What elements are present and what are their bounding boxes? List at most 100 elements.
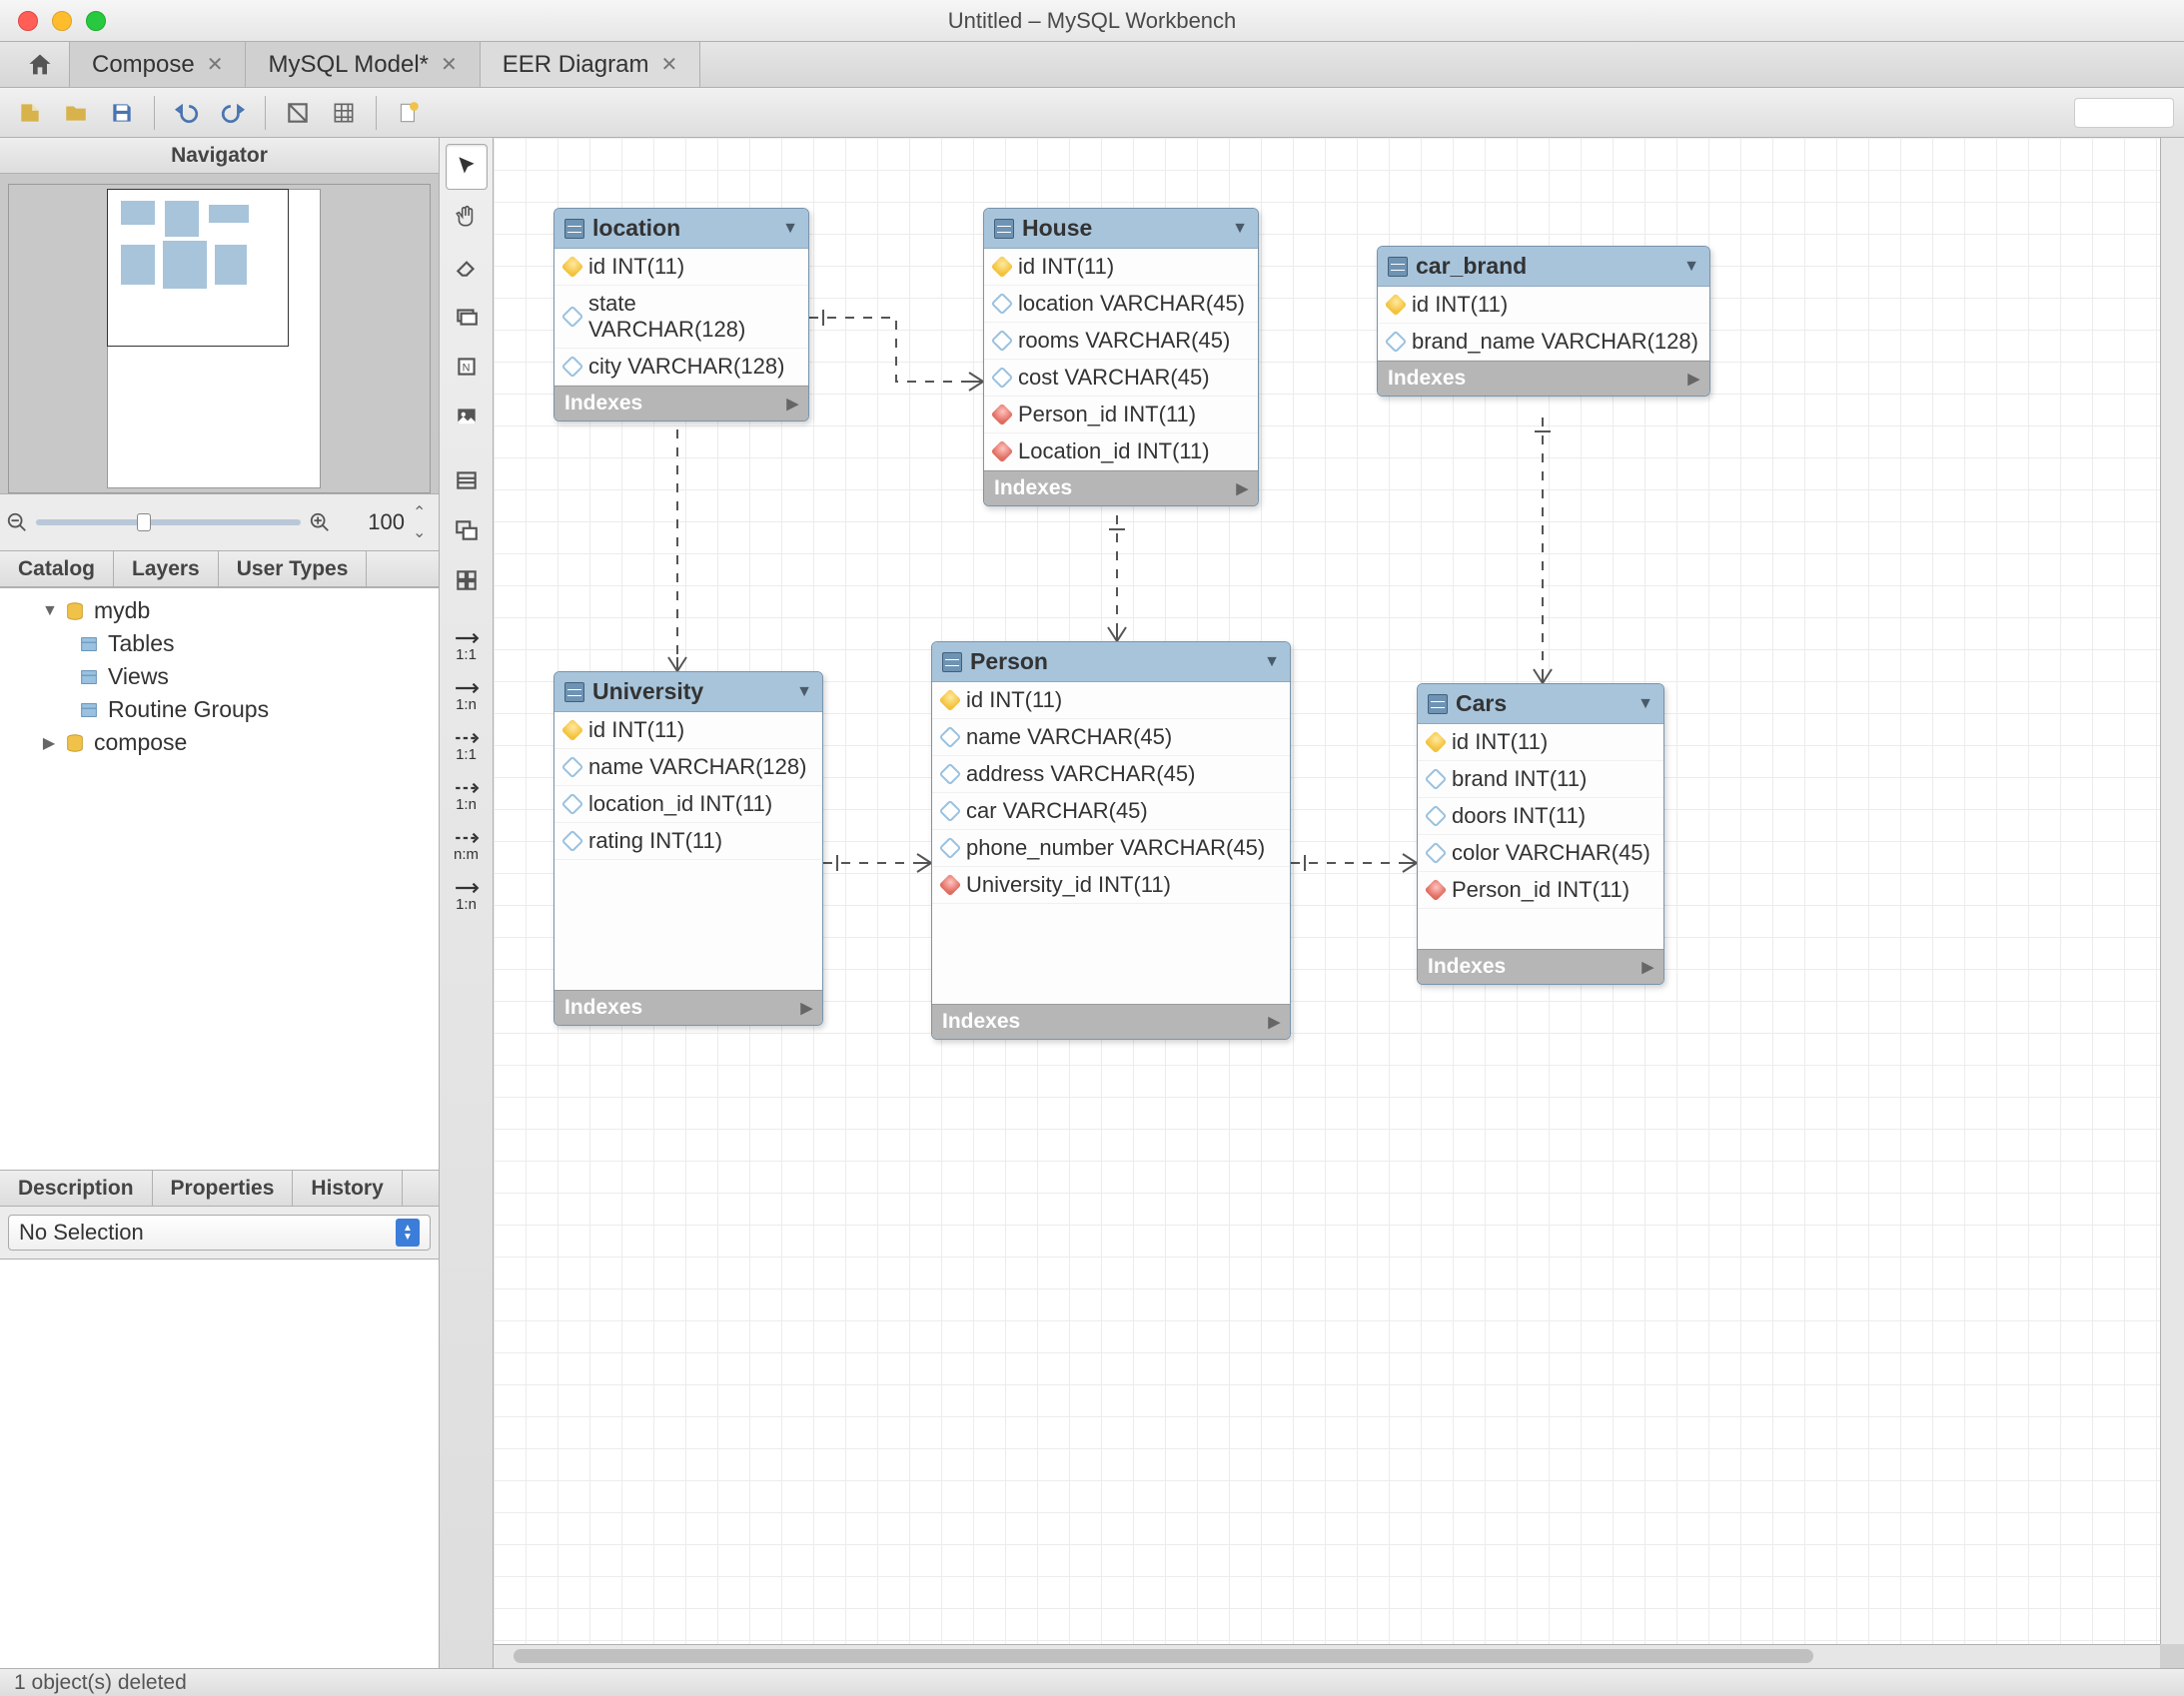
entity-column[interactable]: id INT(11) bbox=[932, 682, 1290, 719]
navigator-tab[interactable]: Navigator bbox=[153, 138, 286, 173]
entity-column[interactable]: location VARCHAR(45) bbox=[984, 286, 1258, 323]
relation-tool-n-m[interactable]: n:m bbox=[446, 821, 488, 867]
entity-column[interactable]: Person_id INT(11) bbox=[984, 397, 1258, 433]
selection-dropdown[interactable]: No Selection ▲▼ bbox=[8, 1215, 431, 1251]
history-tab[interactable]: History bbox=[293, 1171, 402, 1206]
undo-button[interactable] bbox=[167, 95, 207, 131]
entity-column[interactable]: location_id INT(11) bbox=[554, 786, 822, 823]
properties-tab[interactable]: Properties bbox=[153, 1171, 294, 1206]
entity-column[interactable]: Person_id INT(11) bbox=[1418, 872, 1663, 909]
workspace-tab[interactable]: EER Diagram✕ bbox=[481, 42, 700, 87]
tree-item-row[interactable]: Tables bbox=[0, 627, 439, 660]
entity-column[interactable]: id INT(11) bbox=[554, 249, 808, 286]
zoom-stepper[interactable]: ⌃⌄ bbox=[413, 502, 433, 542]
description-tab[interactable]: Description bbox=[0, 1171, 153, 1206]
entity-header[interactable]: University ▼ bbox=[554, 672, 822, 712]
entity-column[interactable]: cost VARCHAR(45) bbox=[984, 360, 1258, 397]
entity-cars[interactable]: Cars ▼ id INT(11) brand INT(11) doors IN… bbox=[1417, 683, 1664, 985]
collapse-icon[interactable]: ▼ bbox=[782, 220, 798, 238]
expand-icon[interactable]: ▶ bbox=[1268, 1013, 1280, 1031]
collapse-icon[interactable]: ▼ bbox=[1683, 258, 1699, 276]
tree-schema-row[interactable]: ▼ mydb bbox=[0, 594, 439, 627]
entity-column[interactable]: phone_number VARCHAR(45) bbox=[932, 830, 1290, 867]
redo-button[interactable] bbox=[213, 95, 253, 131]
zoom-slider[interactable] bbox=[36, 519, 301, 525]
entity-column[interactable]: rooms VARCHAR(45) bbox=[984, 323, 1258, 360]
expand-icon[interactable]: ▶ bbox=[786, 395, 798, 413]
entity-footer[interactable]: Indexes ▶ bbox=[1418, 949, 1663, 984]
entity-column[interactable]: name VARCHAR(128) bbox=[554, 749, 822, 786]
zoom-slider-thumb[interactable] bbox=[137, 513, 151, 531]
minimap-viewport[interactable] bbox=[107, 189, 289, 347]
user-types-tab[interactable]: User Types bbox=[219, 551, 368, 586]
expand-icon[interactable]: ▶ bbox=[800, 999, 812, 1017]
entity-car_brand[interactable]: car_brand ▼ id INT(11) brand_name VARCHA… bbox=[1377, 246, 1710, 397]
entity-location[interactable]: location ▼ id INT(11) state VARCHAR(128)… bbox=[553, 208, 809, 422]
entity-header[interactable]: car_brand ▼ bbox=[1378, 247, 1709, 287]
diagram-canvas[interactable]: location ▼ id INT(11) state VARCHAR(128)… bbox=[494, 138, 2160, 1644]
layers-tab[interactable]: Layers bbox=[114, 551, 219, 586]
relation-tool-1-n[interactable]: 1:n bbox=[446, 771, 488, 817]
entity-column[interactable]: state VARCHAR(128) bbox=[554, 286, 808, 349]
collapse-icon[interactable]: ▼ bbox=[1264, 653, 1280, 671]
collapse-icon[interactable]: ▼ bbox=[1232, 220, 1248, 238]
home-tab[interactable] bbox=[10, 42, 70, 87]
hscroll-thumb[interactable] bbox=[514, 1649, 1813, 1663]
entity-column[interactable]: id INT(11) bbox=[1418, 724, 1663, 761]
close-tab-icon[interactable]: ✕ bbox=[441, 52, 458, 77]
entity-column[interactable]: name VARCHAR(45) bbox=[932, 719, 1290, 756]
entity-header[interactable]: Person ▼ bbox=[932, 642, 1290, 682]
view-tool[interactable] bbox=[446, 507, 488, 553]
entity-person[interactable]: Person ▼ id INT(11) name VARCHAR(45) add… bbox=[931, 641, 1291, 1040]
entity-column[interactable]: brand INT(11) bbox=[1418, 761, 1663, 798]
diagram-minimap[interactable] bbox=[8, 184, 431, 493]
entity-footer[interactable]: Indexes ▶ bbox=[932, 1004, 1290, 1039]
eraser-tool[interactable] bbox=[446, 244, 488, 290]
zoom-in-icon[interactable] bbox=[309, 511, 331, 533]
expand-icon[interactable]: ▶ bbox=[1641, 958, 1653, 976]
canvas-vscrollbar[interactable] bbox=[2160, 138, 2184, 1644]
entity-header[interactable]: House ▼ bbox=[984, 209, 1258, 249]
entity-column[interactable]: address VARCHAR(45) bbox=[932, 756, 1290, 793]
entity-footer[interactable]: Indexes ▶ bbox=[1378, 361, 1709, 396]
workspace-tab[interactable]: Compose✕ bbox=[70, 42, 246, 87]
entity-column[interactable]: id INT(11) bbox=[1378, 287, 1709, 324]
close-tab-icon[interactable]: ✕ bbox=[207, 52, 224, 77]
toolbar-search-input[interactable] bbox=[2074, 98, 2174, 128]
entity-university[interactable]: University ▼ id INT(11) name VARCHAR(128… bbox=[553, 671, 823, 1026]
collapse-icon[interactable]: ▼ bbox=[796, 683, 812, 701]
snap-grid-button[interactable] bbox=[324, 95, 364, 131]
table-tool[interactable] bbox=[446, 457, 488, 503]
expand-icon[interactable]: ▶ bbox=[1687, 370, 1699, 388]
close-tab-icon[interactable]: ✕ bbox=[660, 52, 677, 77]
pointer-tool[interactable] bbox=[446, 144, 488, 190]
entity-column[interactable]: brand_name VARCHAR(128) bbox=[1378, 324, 1709, 361]
entity-house[interactable]: House ▼ id INT(11) location VARCHAR(45) … bbox=[983, 208, 1259, 506]
workspace-tab[interactable]: MySQL Model*✕ bbox=[246, 42, 480, 87]
routine-group-tool[interactable] bbox=[446, 557, 488, 603]
entity-column[interactable]: University_id INT(11) bbox=[932, 867, 1290, 904]
entity-column[interactable]: id INT(11) bbox=[554, 712, 822, 749]
canvas-hscrollbar[interactable] bbox=[494, 1644, 2160, 1668]
entity-column[interactable]: city VARCHAR(128) bbox=[554, 349, 808, 386]
toggle-grid-button[interactable] bbox=[278, 95, 318, 131]
catalog-tab[interactable]: Catalog bbox=[0, 551, 114, 586]
entity-column[interactable]: id INT(11) bbox=[984, 249, 1258, 286]
note-tool[interactable]: N bbox=[446, 344, 488, 390]
entity-column[interactable]: car VARCHAR(45) bbox=[932, 793, 1290, 830]
entity-column[interactable]: color VARCHAR(45) bbox=[1418, 835, 1663, 872]
tree-schema-row[interactable]: ▶ compose bbox=[0, 726, 439, 759]
entity-footer[interactable]: Indexes ▶ bbox=[554, 990, 822, 1025]
relation-tool-1-n[interactable]: 1:n bbox=[446, 871, 488, 917]
layer-tool[interactable] bbox=[446, 294, 488, 340]
open-file-button[interactable] bbox=[56, 95, 96, 131]
new-file-button[interactable] bbox=[10, 95, 50, 131]
relation-tool-1-1[interactable]: 1:1 bbox=[446, 621, 488, 667]
expand-icon[interactable]: ▶ bbox=[1236, 479, 1248, 497]
disclosure-icon[interactable]: ▼ bbox=[42, 602, 56, 620]
tree-item-row[interactable]: Routine Groups bbox=[0, 693, 439, 726]
relation-tool-1-n[interactable]: 1:n bbox=[446, 671, 488, 717]
description-textarea[interactable] bbox=[0, 1259, 439, 1668]
entity-header[interactable]: Cars ▼ bbox=[1418, 684, 1663, 724]
save-button[interactable] bbox=[102, 95, 142, 131]
